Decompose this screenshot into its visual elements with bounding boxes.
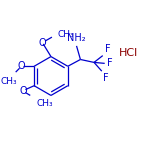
Text: HCl: HCl (119, 48, 138, 58)
Text: F: F (107, 58, 112, 68)
Text: O: O (18, 61, 25, 71)
Text: F: F (103, 73, 108, 83)
Text: F: F (105, 44, 110, 54)
Text: CH₃: CH₃ (58, 30, 74, 39)
Text: O: O (38, 38, 46, 48)
Text: NH₂: NH₂ (67, 33, 86, 43)
Text: CH₃: CH₃ (36, 99, 53, 108)
Text: CH₃: CH₃ (1, 77, 17, 86)
Text: O: O (20, 86, 27, 96)
